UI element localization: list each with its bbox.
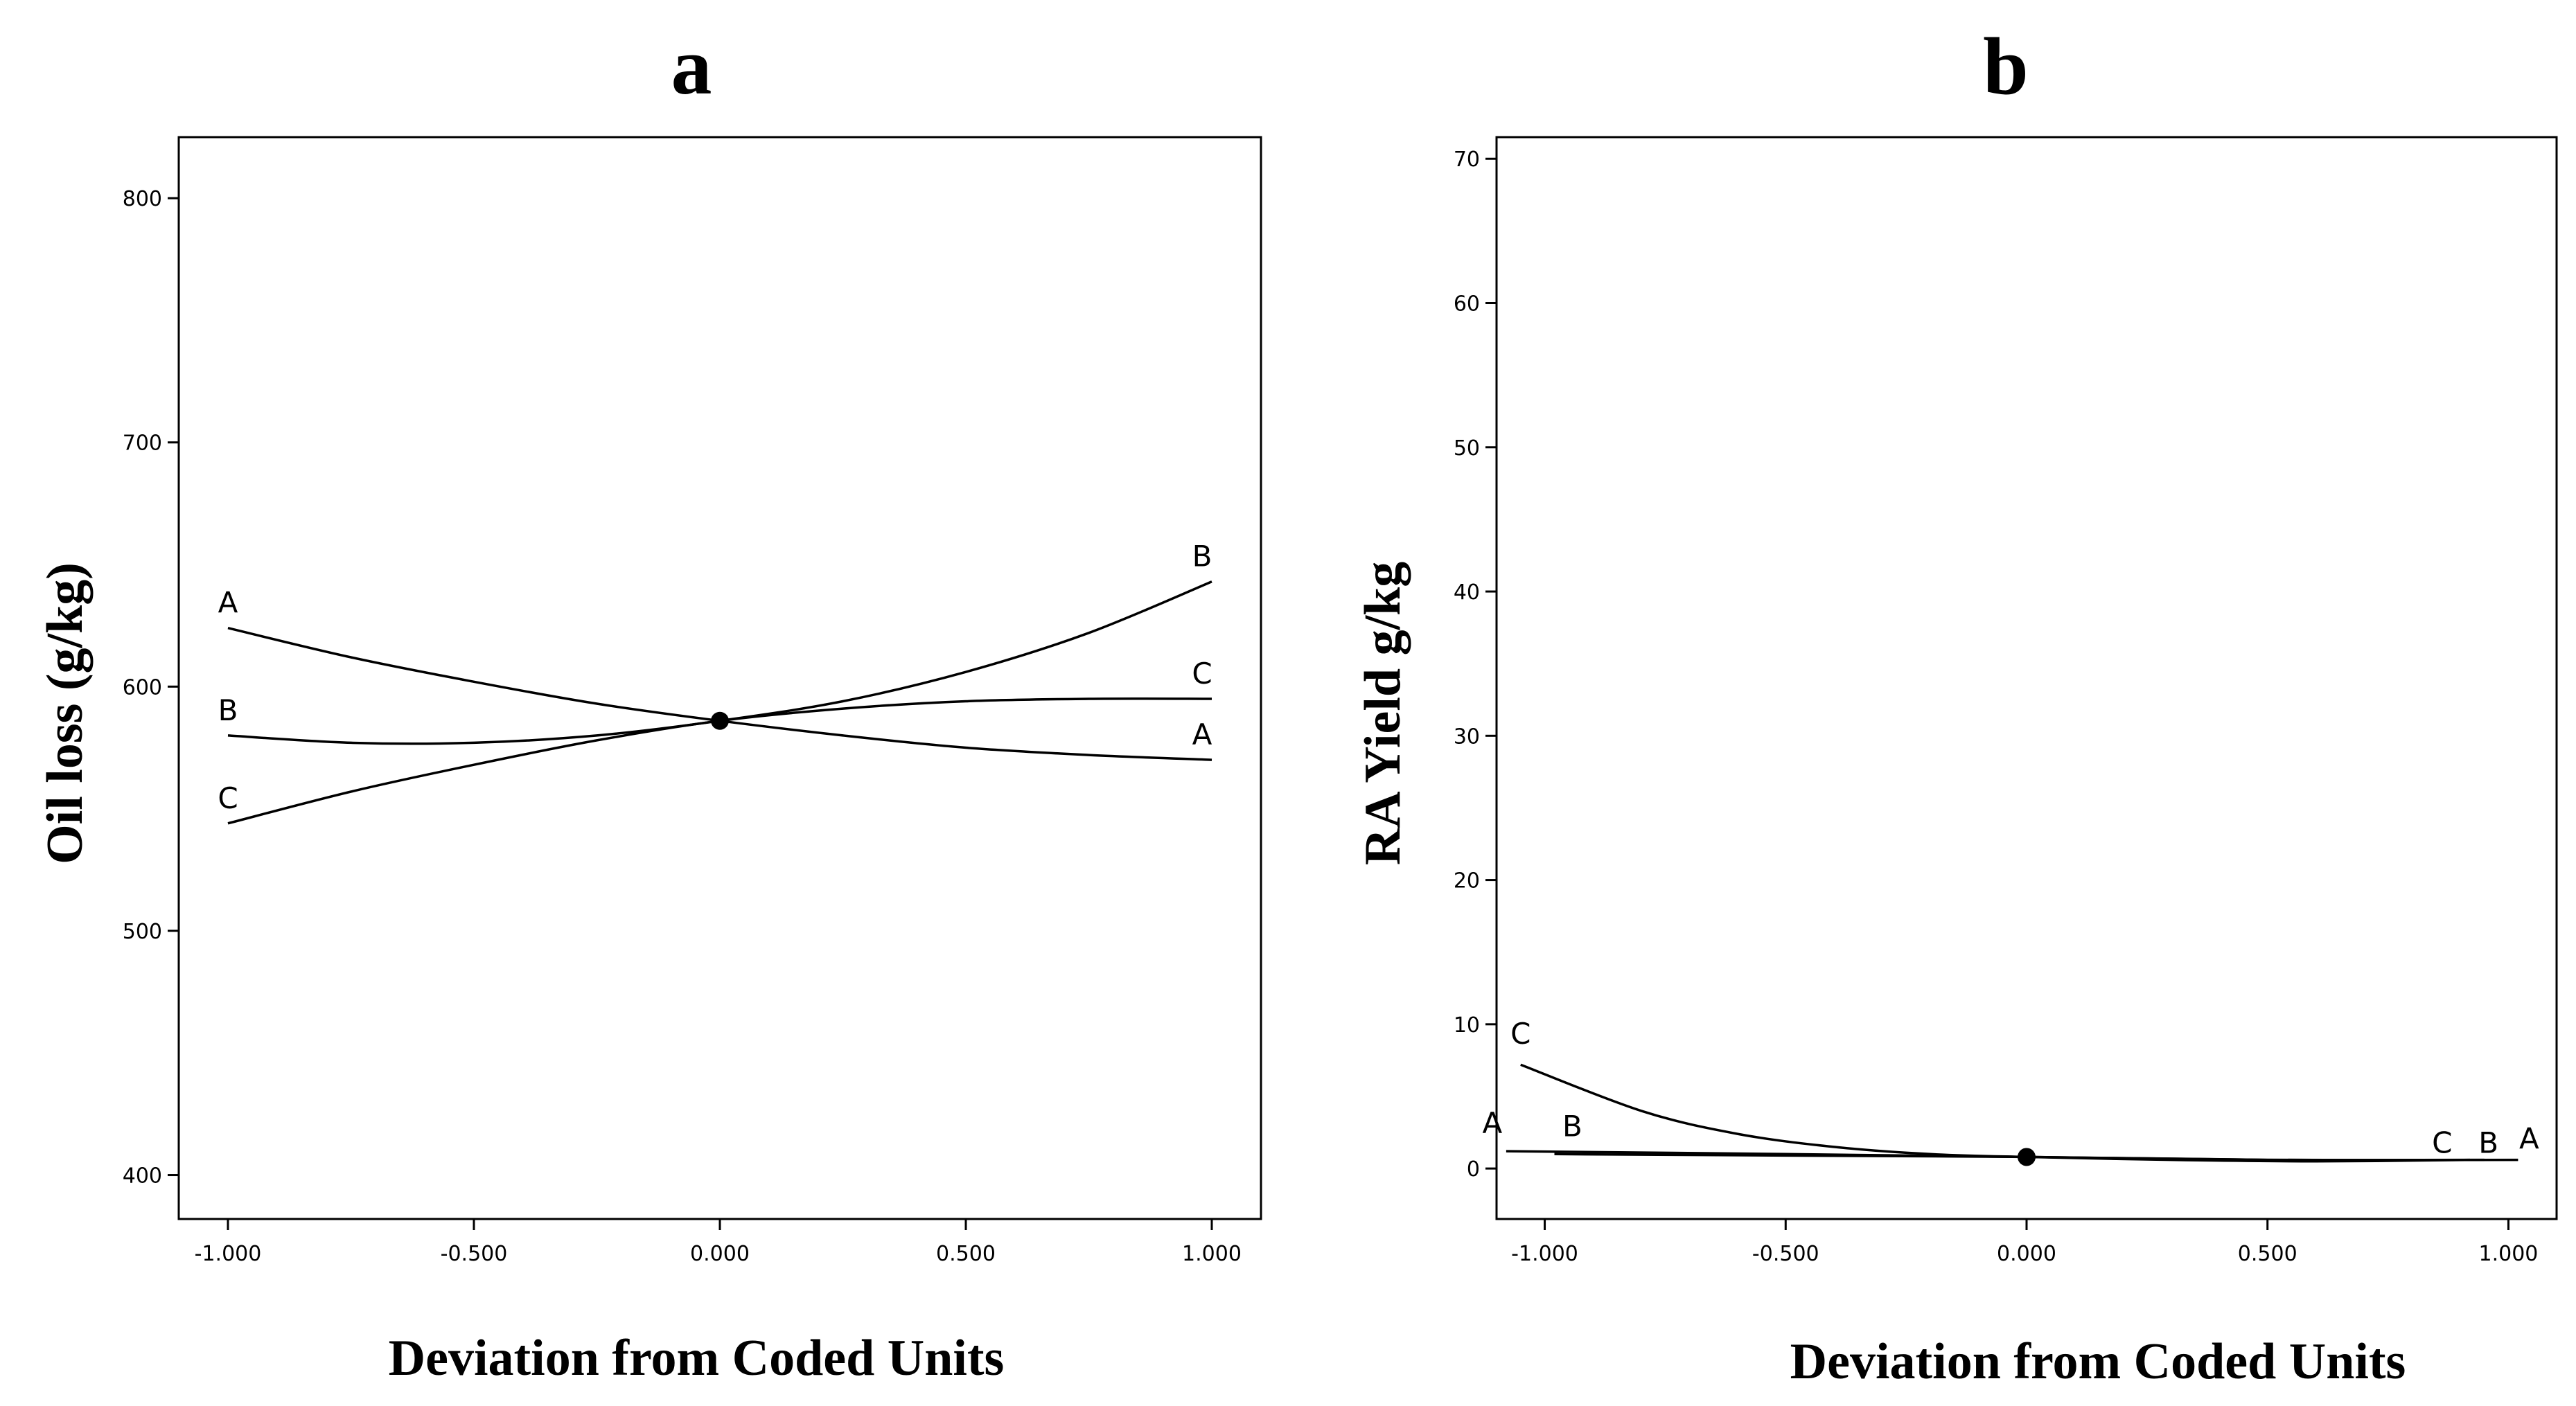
x-tick-label: -1.000 [1511,1242,1578,1266]
x-axis-title: Deviation from Coded Units [389,1330,1005,1387]
x-tick-label: -0.500 [1752,1242,1819,1266]
x-tick-label: 1.000 [1182,1242,1242,1266]
y-tick-label: 20 [1454,869,1480,893]
y-tick-label: 700 [123,431,162,456]
x-tick-label: 0.500 [2238,1242,2297,1266]
series-end-label-b: B [2478,1126,2498,1160]
series-end-label-c: C [2432,1126,2452,1160]
panel-letter: b [1983,21,2029,112]
panel-b: b 0 10 20 30 40 50 60 70 -1.000 -0.500 0.000 0.500 1.… [1355,21,2558,1390]
x-tick-label: 0.000 [690,1242,750,1266]
x-tick-label: 1.000 [2479,1242,2539,1266]
y-tick-label: 70 [1454,148,1480,172]
y-tick-label: 40 [1454,580,1480,605]
y-tick-label: 500 [123,920,162,944]
panel-letter: a [671,21,712,112]
y-tick-label: 400 [123,1164,162,1189]
x-axis-title: Deviation from Coded Units [1790,1333,2406,1390]
series-start-label-b: B [218,693,238,727]
reference-point [711,711,729,730]
series-start-label-b: B [1562,1109,1582,1143]
y-tick-label: 600 [123,675,162,700]
y-tick-label: 50 [1454,436,1480,461]
series-end-label-a: A [2519,1122,2539,1156]
y-tick-label: 0 [1467,1157,1480,1182]
reference-point [2018,1148,2036,1166]
series-end-label-b: B [1192,540,1212,573]
series-start-label-a: A [1483,1106,1503,1140]
x-tick-label: -0.500 [441,1242,508,1266]
series-start-label-c: C [218,781,238,815]
x-tick-label: 0.000 [1997,1242,2056,1266]
y-tick-label: 10 [1454,1013,1480,1038]
y-axis-title: Oil loss (g/kg) [37,562,94,864]
y-axis-title: RA Yield g/kg [1355,562,1411,866]
y-tick-label: 60 [1454,292,1480,317]
y-tick-label: 30 [1454,724,1480,749]
series-start-label-a: A [218,586,238,620]
panel-a: a 400 500 600 700 800 -1.000 -0.500 0.000 0.500 1.… [37,21,1262,1387]
x-tick-label: -1.000 [195,1242,262,1266]
series-end-label-c: C [1192,657,1212,691]
y-tick-label: 800 [123,187,162,211]
series-start-label-c: C [1510,1017,1530,1051]
x-tick-label: 0.500 [936,1242,996,1266]
series-end-label-a: A [1192,718,1212,751]
